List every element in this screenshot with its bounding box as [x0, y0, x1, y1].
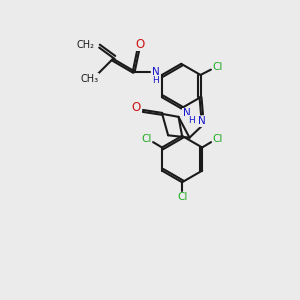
Text: Cl: Cl [141, 134, 152, 144]
Text: N: N [198, 116, 206, 126]
Text: Cl: Cl [213, 61, 223, 72]
Text: O: O [135, 38, 144, 50]
Text: CH₃: CH₃ [80, 74, 98, 84]
Text: N: N [183, 108, 190, 118]
Text: Cl: Cl [177, 192, 187, 202]
Text: O: O [132, 101, 141, 114]
Text: Cl: Cl [212, 134, 223, 144]
Text: N: N [152, 67, 160, 77]
Text: H: H [153, 76, 159, 85]
Text: H: H [188, 116, 194, 125]
Text: CH₂: CH₂ [76, 40, 94, 50]
